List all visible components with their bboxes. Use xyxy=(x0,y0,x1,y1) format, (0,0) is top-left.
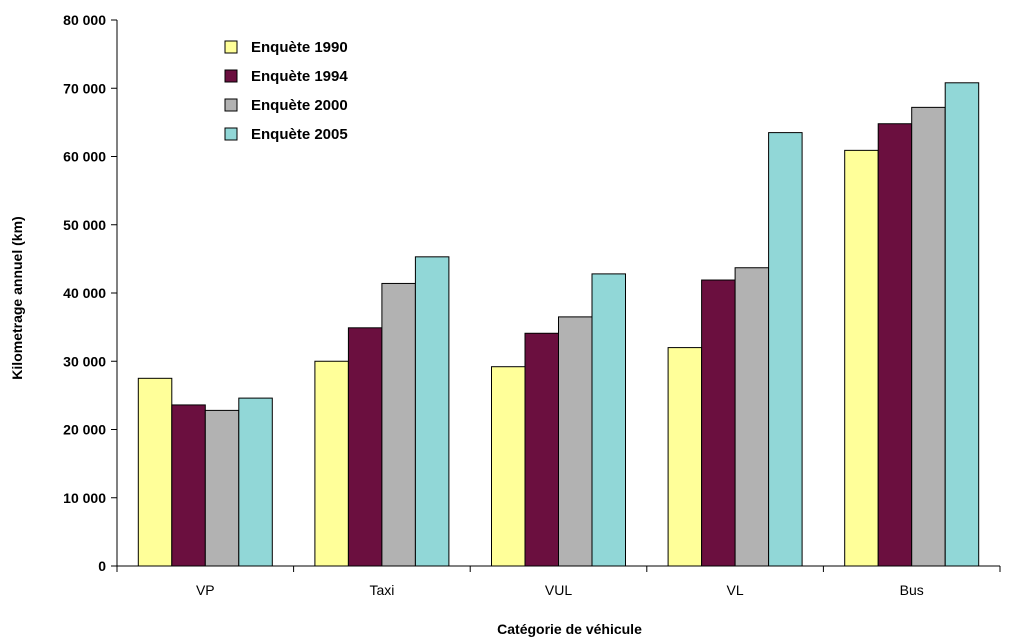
y-tick-label: 0 xyxy=(98,558,106,574)
x-tick-label: VP xyxy=(196,582,215,598)
legend-label: Enquète 1990 xyxy=(251,39,348,56)
y-tick-label: 30 000 xyxy=(63,353,106,369)
x-ticks-group: VP Taxi VUL VL Bus xyxy=(116,566,1001,598)
legend: Enquète 1990 Enquète 1994 Enquète 2000 Enqu… xyxy=(224,39,348,143)
bar-vl-2 xyxy=(701,279,736,567)
bar-vul-1 xyxy=(491,366,526,567)
x-tick-label: VL xyxy=(727,582,744,598)
bar-vl-1 xyxy=(667,347,703,567)
legend-swatch xyxy=(224,40,238,54)
y-tick-label: 40 000 xyxy=(63,285,106,301)
bar-taxi-3 xyxy=(381,282,416,567)
x-axis-title: Catégorie de véhicule xyxy=(497,621,642,637)
legend-swatch xyxy=(224,69,238,83)
bar-taxi-1 xyxy=(314,360,349,567)
y-tick-label: 60 000 xyxy=(63,149,106,165)
bar-vul-2 xyxy=(524,332,559,567)
bar-vp-3 xyxy=(204,409,240,567)
bar-bus-4 xyxy=(944,82,980,567)
bars-group xyxy=(137,82,980,567)
bar-taxi-4 xyxy=(414,256,450,567)
y-tick-label: 70 000 xyxy=(63,80,106,96)
bar-vul-4 xyxy=(591,273,626,567)
x-tick-label: VUL xyxy=(545,582,572,598)
bar-vl-3 xyxy=(734,267,770,567)
bar-vp-4 xyxy=(238,397,273,567)
y-axis-title: Kilometrage annuel (km) xyxy=(9,216,25,379)
y-ticks-group: 0 10 000 20 000 30 000 40 000 50 000 60 000 70 … xyxy=(63,12,117,574)
y-tick-label: 20 000 xyxy=(63,422,106,438)
bar-bus-1 xyxy=(844,149,879,567)
bar-vul-3 xyxy=(558,316,593,567)
bar-vp-1 xyxy=(137,377,173,567)
legend-swatch xyxy=(224,127,238,141)
bar-taxi-2 xyxy=(347,327,383,567)
bar-vl-4 xyxy=(768,132,803,567)
legend-label: Enquète 2005 xyxy=(251,126,348,143)
x-tick-label: Taxi xyxy=(369,582,394,598)
y-tick-label: 50 000 xyxy=(63,217,106,233)
bar-bus-3 xyxy=(911,106,946,567)
y-tick-label: 10 000 xyxy=(63,490,106,506)
legend-label: Enquète 2000 xyxy=(251,97,348,114)
bar-vp-2 xyxy=(171,404,206,567)
x-tick-label: Bus xyxy=(900,582,924,598)
y-tick-label: 80 000 xyxy=(63,12,106,28)
legend-label: Enquète 1994 xyxy=(251,68,348,85)
legend-swatch xyxy=(224,98,238,112)
bar-bus-2 xyxy=(877,123,913,567)
